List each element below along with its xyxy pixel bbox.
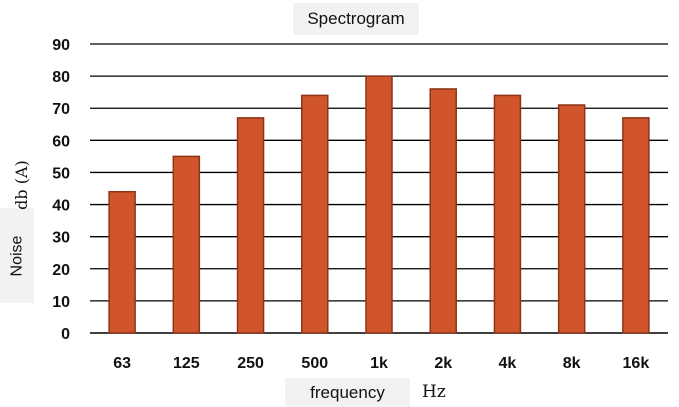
y-tick-label: 90 (52, 37, 70, 54)
x-tick-labels: 63 125 250 500 1k 2k 4k 8k 16k (113, 355, 649, 372)
x-axis-unit: Hz (422, 382, 446, 402)
y-tick-label: 40 (52, 198, 70, 215)
bar (557, 104, 586, 334)
bar (172, 155, 201, 334)
y-axis-label-background (0, 208, 34, 303)
y-tick-label: 50 (52, 165, 70, 182)
x-tick-label: 500 (301, 355, 328, 372)
x-tick-label: 8k (563, 355, 581, 372)
y-tick-label: 0 (61, 326, 70, 343)
x-tick-label: 4k (499, 355, 517, 372)
bar (429, 88, 457, 334)
x-tick-label: 2k (434, 355, 452, 372)
bar (108, 190, 136, 334)
y-tick-label: 60 (52, 133, 70, 150)
x-tick-label: 16k (623, 355, 650, 372)
y-tick-label: 30 (52, 230, 70, 247)
bar (301, 94, 329, 334)
y-tick-label: 10 (52, 294, 70, 311)
chart-title: Spectrogram (307, 9, 405, 28)
y-tick-label: 80 (52, 69, 70, 86)
y-axis-unit: db (A) (12, 160, 31, 210)
x-tick-label: 250 (237, 355, 264, 372)
bar (622, 117, 650, 334)
x-axis-label-background (285, 378, 410, 407)
title-background (293, 3, 419, 35)
bars (108, 75, 650, 334)
y-tick-label: 20 (52, 262, 70, 279)
bar (493, 94, 522, 334)
x-tick-label: 63 (113, 355, 131, 372)
bar (236, 117, 265, 334)
x-tick-label: 1k (370, 355, 388, 372)
y-tick-labels: 0 10 20 30 40 50 60 70 80 90 (52, 37, 70, 343)
x-tick-label: 125 (173, 355, 200, 372)
y-tick-label: 70 (52, 101, 70, 118)
y-axis-label: Noise (8, 235, 26, 277)
bar (365, 75, 393, 334)
x-axis-label: frequency (310, 383, 385, 402)
